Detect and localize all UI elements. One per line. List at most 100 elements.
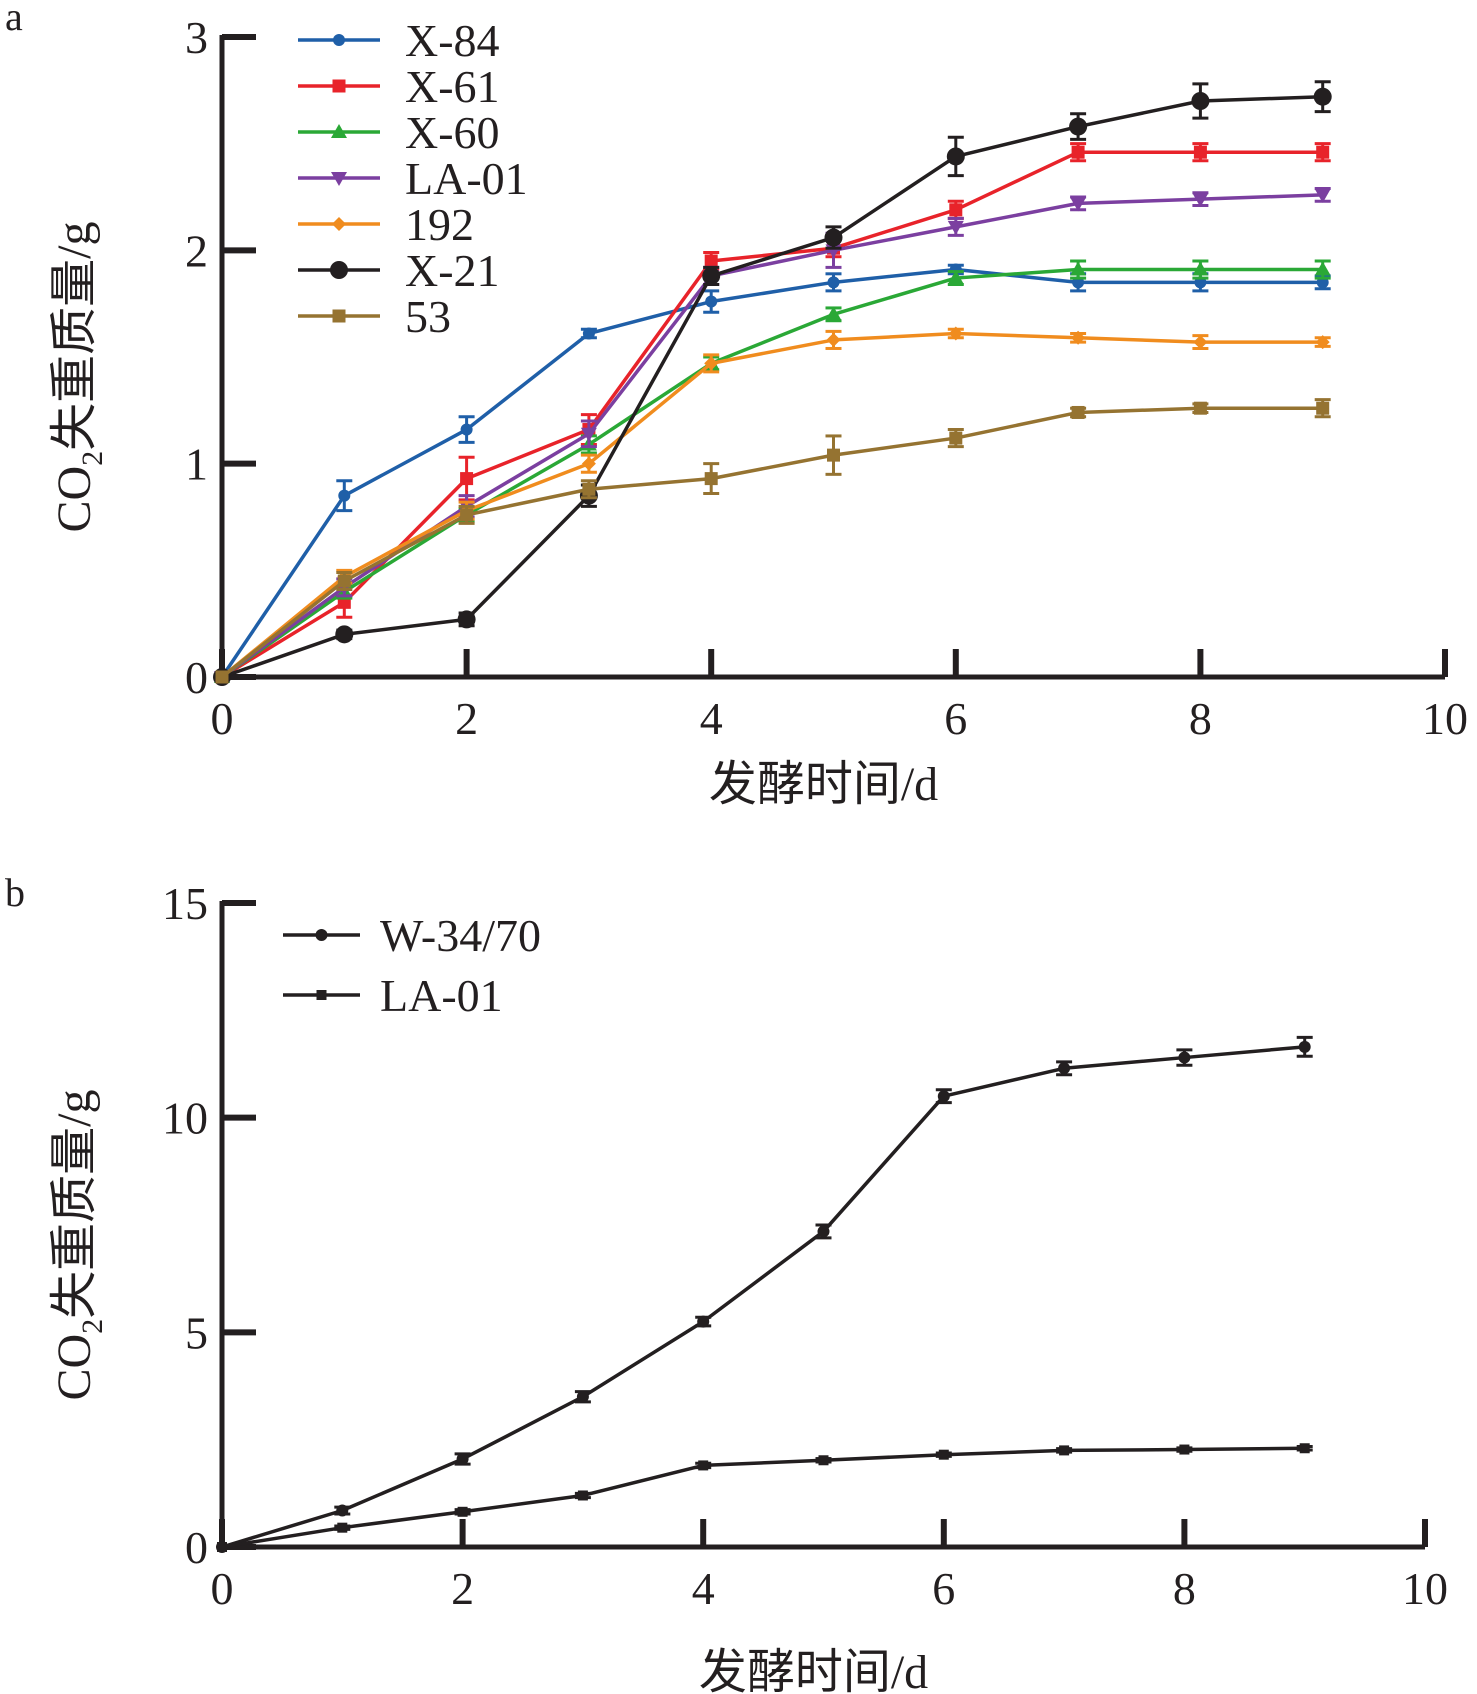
data-point-x-21-7 (1069, 117, 1088, 136)
data-point-x-61-6 (949, 203, 963, 217)
data-point-192-7 (1071, 330, 1086, 345)
chart-panel-a: a0 2 4 6 8 100123发酵时间/dCO2失重质量/gX-84X-61X-60L… (5, 0, 1468, 811)
data-point-53-5 (827, 448, 840, 462)
x-axis-title: 发酵时间/d (699, 1646, 928, 1694)
x-axis-title: 发酵时间/d (709, 758, 938, 811)
data-point-la-01-legend-0 (316, 990, 327, 1000)
data-point-53-legend-0 (332, 309, 346, 323)
y-tick-label-15: 15 (162, 878, 208, 929)
data-point-la-01-9 (1299, 1443, 1310, 1454)
data-point-53-4 (704, 472, 718, 486)
x-tick-label-2: 2 (451, 1563, 474, 1614)
data-point-la-01-7 (1059, 1445, 1070, 1456)
y-tick-label-5: 5 (185, 1307, 208, 1358)
x-tick-label-0: 0 (211, 693, 234, 744)
legend-label-x-61: X-61 (405, 61, 500, 112)
data-point-192-3 (581, 456, 596, 471)
series-line-53 (220, 406, 1323, 679)
series-w-34-70 (216, 1035, 1313, 1553)
panel-letter-b: b (5, 870, 25, 915)
data-point-53-0 (215, 670, 229, 684)
chart-panel-b: b0 2 4 6 8 10051015发酵时间/dCO2失重质量/gW-34/70LA-0… (5, 870, 1448, 1694)
data-point-la-01-2 (457, 1506, 468, 1517)
series-line-x-21 (221, 94, 1323, 679)
y-axis-title-main: CO (48, 466, 101, 533)
y-axis-title: CO2失重质量/g (48, 221, 109, 532)
data-point-x-61-8 (1193, 145, 1207, 159)
data-point-x-84-5 (827, 276, 840, 289)
x-tick-label-2: 2 (455, 693, 478, 744)
data-point-la-01-9 (1314, 188, 1331, 203)
legend-item-x-21: X-21 (298, 245, 500, 296)
x-tick-label-10: 10 (1422, 693, 1468, 744)
x-tick-label-8: 8 (1189, 693, 1212, 744)
data-point-w-34-70-8 (1178, 1051, 1191, 1064)
x-tick-label-4: 4 (692, 1563, 715, 1614)
data-point-la-01-3 (580, 427, 597, 442)
data-point-x-84-legend-0 (333, 34, 345, 46)
data-point-w-34-70-6 (937, 1090, 950, 1103)
legend-label-192: 192 (405, 199, 474, 250)
y-tick-label-3: 3 (185, 12, 208, 63)
y-tick-label-2: 2 (185, 225, 208, 276)
legend-item-x-61: X-61 (298, 61, 500, 112)
data-point-x-60-6 (947, 270, 964, 285)
y-tick-label-10: 10 (162, 1093, 208, 1144)
data-point-x-21-5 (824, 228, 843, 247)
data-point-x-61-4 (704, 254, 718, 268)
data-point-x-61-legend-0 (332, 79, 346, 93)
data-point-la-01-4 (698, 1460, 709, 1471)
y-tick-label-0: 0 (185, 1522, 208, 1573)
legend-label-w-34-70: W-34/70 (380, 910, 541, 961)
data-point-192-legend-0 (332, 217, 346, 231)
y-axis-title-subscript: 2 (76, 451, 109, 466)
legend-item-192: 192 (298, 199, 474, 250)
legend-label-x-84: X-84 (405, 15, 500, 66)
x-tick-label-6: 6 (932, 1563, 955, 1614)
legend-label-x-21: X-21 (405, 245, 500, 296)
data-point-w-34-70-9 (1298, 1040, 1311, 1053)
y-axis-title-main: CO (48, 1334, 101, 1401)
data-point-192-8 (1193, 335, 1208, 350)
data-point-53-1 (337, 574, 351, 588)
data-point-53-9 (1316, 401, 1330, 415)
data-point-x-60-5 (825, 306, 842, 321)
y-axis-title-subscript: 2 (76, 1319, 109, 1334)
data-point-w-34-70-4 (697, 1315, 710, 1328)
data-point-la-01-0 (217, 1542, 227, 1552)
data-point-x-61-7 (1071, 145, 1085, 159)
series-line-x-61 (221, 150, 1323, 679)
x-tick-label-6: 6 (944, 693, 967, 744)
data-point-53-7 (1071, 405, 1085, 419)
data-point-x-61-2 (460, 472, 474, 486)
series-line-w-34-70 (221, 1045, 1305, 1549)
data-point-x-60-8 (1192, 261, 1209, 276)
legend-item-53: 53 (298, 291, 451, 342)
series-line-x-60 (220, 267, 1323, 679)
y-axis-title-rest: 失重质量/g (48, 221, 101, 450)
legend-label-53: 53 (405, 291, 451, 342)
data-point-w-34-70-2 (456, 1452, 469, 1465)
data-point-la-01-legend-0 (331, 172, 347, 186)
data-point-la-01-3 (577, 1490, 588, 1501)
data-point-x-21-8 (1191, 92, 1210, 110)
data-point-192-6 (948, 326, 963, 341)
legend-item-x-60: X-60 (298, 107, 500, 158)
series-192 (215, 326, 1331, 684)
data-point-x-21-legend-0 (330, 261, 348, 279)
data-point-w-34-70-legend-0 (315, 929, 328, 941)
data-point-x-60-9 (1314, 261, 1331, 276)
y-tick-label-1: 1 (185, 439, 208, 490)
data-point-w-34-70-7 (1058, 1062, 1071, 1075)
data-point-192-5 (826, 332, 841, 347)
legend-label-x-60: X-60 (405, 107, 500, 158)
data-point-w-34-70-5 (817, 1225, 830, 1238)
legend-item-la-01: LA-01 (298, 153, 528, 204)
data-point-la-01-6 (938, 1449, 949, 1460)
data-point-x-21-4 (702, 266, 721, 285)
legend-item-la-01: LA-01 (283, 970, 503, 1021)
data-point-w-34-70-3 (576, 1390, 589, 1403)
data-point-la-01-1 (337, 1522, 348, 1533)
data-point-la-01-8 (1192, 193, 1209, 208)
